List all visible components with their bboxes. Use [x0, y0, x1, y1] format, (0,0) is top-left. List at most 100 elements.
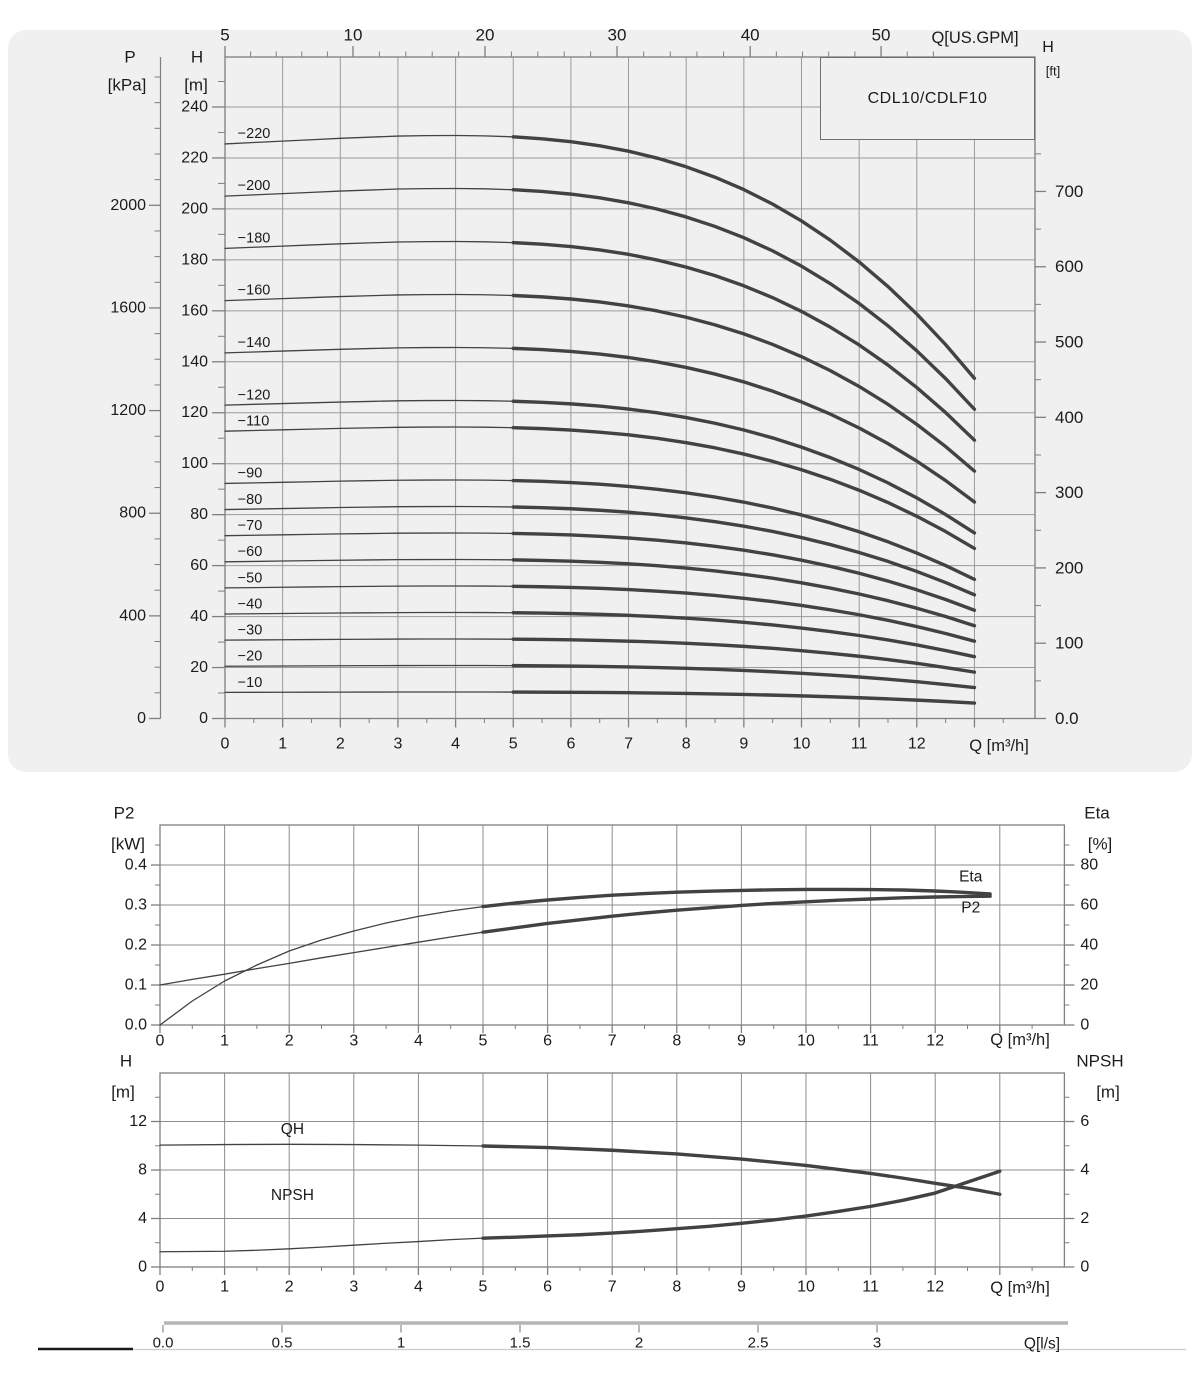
model-label: CDL10/CDLF10: [867, 89, 988, 107]
series-P2: P2: [159, 894, 992, 986]
svg-text:0.3: 0.3: [125, 897, 147, 914]
svg-text:1600: 1600: [110, 299, 146, 316]
gpm-axis-top: 5 10 20 30 40 50: [220, 26, 934, 57]
eta-axis-title: Eta: [1084, 803, 1110, 823]
svg-text:P2: P2: [961, 900, 980, 917]
svg-text:5: 5: [479, 1279, 488, 1296]
svg-text:8: 8: [672, 1279, 681, 1296]
svg-text:5: 5: [220, 26, 229, 45]
svg-text:4: 4: [138, 1210, 147, 1227]
svg-text:800: 800: [119, 505, 146, 522]
svg-text:−160: −160: [238, 283, 271, 299]
svg-text:Eta: Eta: [959, 869, 983, 886]
svg-text:NPSH: NPSH: [271, 1187, 314, 1204]
power-chart-grid: [160, 825, 1065, 1025]
curve-−120: −120: [224, 387, 977, 535]
flow-axis-bottom: 0 1 2 3 4 5 6 7 8 9 10 11 12: [221, 718, 1004, 753]
svg-text:2000: 2000: [110, 197, 146, 214]
svg-text:−80: −80: [238, 492, 263, 508]
svg-text:1: 1: [220, 1033, 229, 1050]
svg-text:11: 11: [862, 1033, 879, 1050]
series-NPSH: NPSH: [159, 1169, 1002, 1253]
svg-text:3: 3: [393, 736, 402, 753]
svg-text:8: 8: [138, 1162, 147, 1179]
svg-text:80: 80: [190, 506, 208, 523]
svg-text:11: 11: [851, 736, 868, 753]
svg-text:500: 500: [1055, 333, 1083, 352]
p2-axis-title: P2: [113, 803, 135, 823]
footer-rules: [38, 1347, 1186, 1351]
svg-text:200: 200: [1055, 558, 1083, 577]
svg-text:50: 50: [872, 26, 891, 45]
svg-text:1200: 1200: [110, 402, 146, 419]
svg-text:7: 7: [608, 1279, 617, 1296]
svg-text:40: 40: [1080, 937, 1098, 954]
ls-axis-title: Q[l/s]: [1023, 1335, 1061, 1353]
stage-curves: −220 −200 −180 −160 −140 −120 −110 −90 −80 −70 −60…: [224, 126, 977, 705]
svg-text:100: 100: [181, 455, 208, 472]
svg-text:0: 0: [156, 1279, 165, 1296]
svg-text:6: 6: [1080, 1113, 1089, 1130]
svg-text:3: 3: [349, 1033, 358, 1050]
series-Eta: Eta: [159, 869, 992, 1026]
svg-text:1: 1: [397, 1335, 405, 1352]
svg-text:10: 10: [344, 26, 363, 45]
svg-text:6: 6: [566, 736, 575, 753]
h2-axis-unit: [m]: [111, 1082, 135, 1102]
svg-text:0: 0: [138, 1259, 147, 1276]
curve-−140: −140: [224, 335, 977, 504]
svg-text:0.5: 0.5: [272, 1335, 293, 1352]
svg-text:5: 5: [509, 736, 518, 753]
svg-text:1: 1: [278, 736, 287, 753]
curve-−30: −30: [224, 623, 977, 674]
svg-text:100: 100: [1055, 634, 1083, 653]
svg-text:0: 0: [1080, 1259, 1089, 1276]
feet-axis-unit: [ft]: [1045, 63, 1061, 79]
svg-text:−220: −220: [238, 126, 271, 142]
pressure-axis-title: P: [124, 47, 136, 67]
qh-npsh-grid: [160, 1073, 1065, 1267]
svg-text:400: 400: [119, 607, 146, 624]
svg-text:−200: −200: [238, 178, 271, 194]
svg-text:2: 2: [336, 736, 345, 753]
h2-axis-title: H: [119, 1051, 133, 1071]
p2-axis-unit: [kW]: [111, 834, 145, 854]
svg-text:60: 60: [190, 557, 208, 574]
head-axis-title: H: [190, 47, 204, 67]
curve-−20: −20: [224, 649, 977, 690]
svg-text:9: 9: [737, 1033, 746, 1050]
svg-text:−70: −70: [238, 518, 263, 534]
svg-text:2: 2: [1080, 1210, 1089, 1227]
svg-text:0.0: 0.0: [125, 1017, 147, 1034]
svg-text:20: 20: [1080, 977, 1098, 994]
svg-text:20: 20: [476, 26, 495, 45]
curve-−110: −110: [224, 413, 977, 551]
svg-text:−120: −120: [238, 387, 271, 403]
svg-text:2.5: 2.5: [748, 1335, 769, 1352]
npsh-axis-unit: [m]: [1096, 1082, 1120, 1102]
svg-text:2: 2: [285, 1033, 294, 1050]
svg-text:140: 140: [181, 353, 208, 370]
curve-−10: −10: [224, 675, 977, 705]
curve-−80: −80: [224, 492, 977, 597]
svg-text:120: 120: [181, 404, 208, 421]
svg-text:160: 160: [181, 302, 208, 319]
svg-text:3: 3: [873, 1335, 881, 1352]
svg-text:80: 80: [1080, 857, 1098, 874]
svg-text:700: 700: [1055, 182, 1083, 201]
svg-text:0: 0: [221, 736, 230, 753]
head-m-axis: 0 20 40 60 80 100 120 140 160 180 200 220 240: [181, 81, 225, 727]
svg-text:2: 2: [285, 1279, 294, 1296]
svg-text:−90: −90: [238, 466, 263, 482]
svg-text:−140: −140: [238, 335, 271, 351]
svg-text:12: 12: [129, 1113, 147, 1130]
svg-text:240: 240: [181, 98, 208, 115]
svg-text:10: 10: [797, 1033, 815, 1050]
svg-text:12: 12: [926, 1279, 944, 1296]
flow-axis-title-bot: Q [m³/h]: [990, 1278, 1050, 1297]
